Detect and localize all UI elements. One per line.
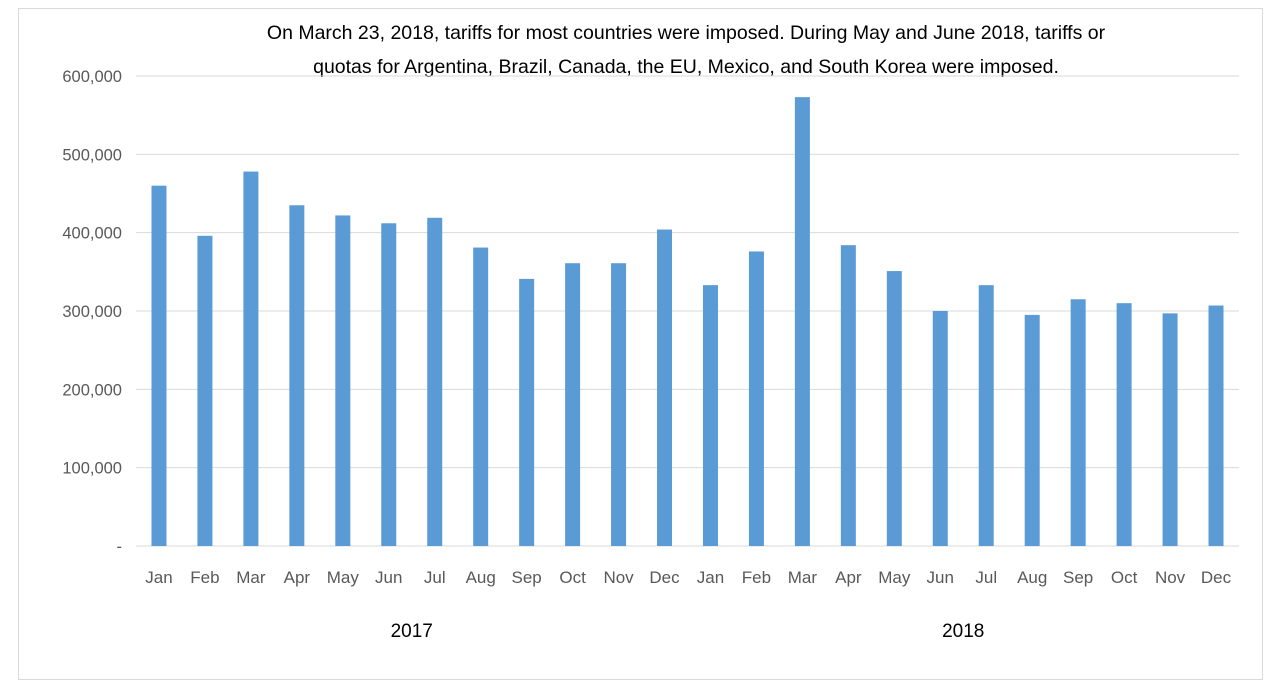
bar (1024, 314, 1040, 546)
bar (1070, 299, 1086, 546)
bar (335, 215, 351, 546)
x-tick-label: Dec (1201, 568, 1232, 587)
bar (427, 217, 443, 547)
bar (565, 263, 581, 546)
x-tick-label: Nov (1155, 568, 1186, 587)
x-axis-ticks: Jan Feb Mar Apr May Jun Jul Aug Sep Oct Nov Dec Jan F… (145, 568, 1231, 587)
bar (611, 263, 627, 546)
x-tick-label: Aug (466, 568, 496, 587)
x-tick-label: Dec (649, 568, 680, 587)
x-tick-label: Mar (788, 568, 818, 587)
x-tick-label: Jun (375, 568, 402, 587)
y-tick-label: 200,000 (62, 381, 122, 399)
x-tick-label: Sep (1063, 568, 1093, 587)
bar (657, 229, 673, 547)
bar (1116, 303, 1132, 546)
x-tick-label: Jan (697, 568, 724, 587)
x-tick-label: Aug (1017, 568, 1047, 587)
bar (197, 235, 213, 547)
bar (1162, 313, 1178, 546)
bar (151, 185, 167, 546)
chart-frame: On March 23, 2018, tariffs for most coun… (18, 8, 1263, 680)
x-tick-label: Mar (236, 568, 266, 587)
bar (932, 311, 948, 546)
x-tick-label: Oct (1111, 568, 1138, 587)
bar (886, 271, 902, 546)
x-tick-label: Apr (835, 568, 862, 587)
year-group-label: 2018 (942, 621, 984, 642)
x-tick-label: Jul (424, 568, 446, 587)
x-tick-label: Jul (975, 568, 997, 587)
bar-chart: On March 23, 2018, tariffs for most coun… (62, 22, 1239, 642)
chart-annotation-line-2: quotas for Argentina, Brazil, Canada, th… (313, 56, 1059, 78)
y-tick-label: - (117, 538, 123, 556)
y-tick-label: 100,000 (62, 460, 122, 478)
x-tick-label: Jan (145, 568, 172, 587)
x-tick-label: Feb (742, 568, 771, 587)
bar (840, 245, 856, 546)
bar (978, 285, 994, 546)
y-axis-ticks: - 100,000 200,000 300,000 400,000 500,000 600,… (62, 68, 122, 556)
x-tick-label: May (878, 568, 911, 587)
bar (1208, 305, 1224, 546)
bar (381, 223, 397, 546)
chart-annotation-line-1: On March 23, 2018, tariffs for most coun… (267, 22, 1106, 44)
x-tick-label: Jun (927, 568, 954, 587)
x-tick-label: Sep (512, 568, 542, 587)
bars (151, 97, 1224, 547)
y-tick-label: 600,000 (62, 68, 122, 86)
bar (289, 205, 305, 546)
bar (519, 278, 535, 546)
gridlines (136, 75, 1239, 547)
bar (243, 171, 259, 547)
y-tick-label: 400,000 (62, 225, 122, 243)
x-tick-label: May (327, 568, 360, 587)
x-tick-label: Oct (559, 568, 586, 587)
bar (473, 247, 489, 547)
bar (794, 97, 810, 547)
x-tick-label: Feb (190, 568, 219, 587)
year-group-labels: 2017 2018 (391, 621, 985, 642)
year-group-label: 2017 (391, 621, 433, 642)
x-tick-label: Apr (284, 568, 311, 587)
y-tick-label: 500,000 (62, 146, 122, 164)
x-tick-label: Nov (603, 568, 634, 587)
bar (702, 285, 718, 546)
bar (748, 251, 764, 546)
y-tick-label: 300,000 (62, 303, 122, 321)
